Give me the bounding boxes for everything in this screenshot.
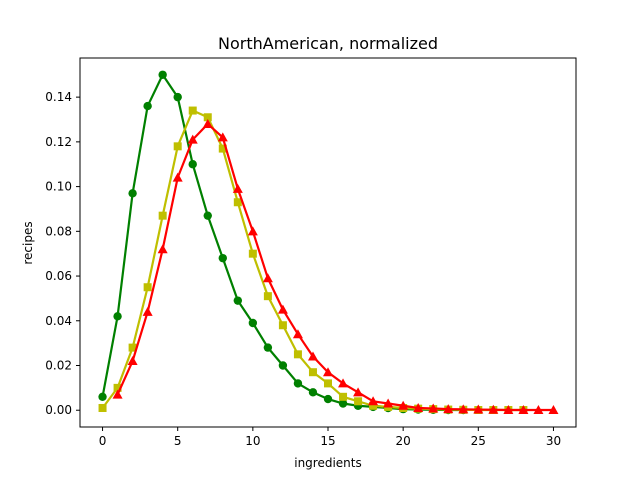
data-point (187, 134, 198, 144)
data-point (188, 160, 197, 169)
data-point (157, 244, 168, 254)
data-point (173, 142, 182, 151)
data-point (98, 392, 107, 402)
data-point (232, 183, 243, 193)
x-tick-label: 5 (174, 434, 182, 448)
y-tick-label: 0.04 (45, 314, 72, 328)
data-point (143, 283, 152, 292)
data-point (292, 329, 303, 339)
data-point (398, 400, 409, 410)
data-point (218, 144, 227, 153)
data-point (278, 321, 287, 330)
data-point (307, 351, 318, 361)
data-point (158, 70, 167, 79)
data-point (354, 397, 363, 406)
data-point (203, 113, 212, 122)
data-point (383, 398, 394, 408)
y-tick-label: 0.14 (45, 90, 72, 104)
data-point (263, 292, 272, 301)
data-point (113, 312, 122, 321)
data-point (218, 253, 227, 263)
data-point (277, 304, 288, 314)
data-point (293, 379, 303, 388)
y-axis-label: recipes (21, 221, 35, 264)
x-tick-label: 20 (396, 434, 411, 448)
y-tick-label: 0.08 (45, 224, 72, 238)
data-point (368, 396, 379, 406)
y-tick-label: 0.06 (45, 269, 72, 283)
data-point (473, 404, 484, 414)
data-point (202, 118, 213, 128)
data-point (188, 106, 197, 115)
data-point (172, 172, 183, 182)
data-point (338, 399, 348, 408)
data-point (323, 394, 333, 404)
x-tick-label: 25 (471, 434, 486, 448)
data-point (248, 249, 257, 258)
data-point (339, 392, 348, 401)
data-point (142, 306, 153, 316)
data-point (143, 101, 152, 111)
y-tick-label: 0.02 (45, 359, 72, 373)
y-tick-label: 0.10 (45, 180, 72, 194)
data-point (443, 404, 454, 414)
y-tick-label: 0.00 (45, 403, 72, 417)
data-point (308, 388, 318, 397)
data-point (293, 350, 302, 359)
data-point (233, 296, 243, 305)
y-axis: 0.00 0.02 0.04 0.06 0.08 0.10 0.12 0.14 (45, 90, 80, 417)
data-point (113, 383, 122, 392)
data-point (158, 211, 167, 220)
data-point (128, 189, 137, 198)
data-point (324, 379, 332, 388)
data-point (128, 343, 137, 352)
data-point (262, 273, 273, 283)
data-point (247, 226, 258, 236)
data-point (98, 403, 107, 412)
data-point (173, 92, 182, 102)
data-point (518, 405, 529, 415)
data-point (428, 403, 439, 413)
data-point (308, 368, 317, 377)
data-point (323, 367, 333, 377)
data-point (533, 405, 544, 415)
series-red-triangles (112, 118, 559, 415)
x-tick-label: 0 (99, 434, 107, 448)
x-tick-label: 10 (245, 434, 260, 448)
x-axis-label: ingredients (294, 456, 362, 470)
data-point (233, 198, 242, 207)
data-point (548, 405, 559, 415)
series-layer (98, 70, 559, 415)
data-point (263, 343, 273, 352)
data-point (353, 387, 364, 397)
data-point (127, 356, 138, 366)
data-point (369, 401, 378, 410)
chart-title: NorthAmerican, normalized (218, 34, 438, 53)
data-point (338, 378, 349, 388)
data-point (413, 402, 424, 412)
data-point (278, 361, 288, 370)
y-tick-label: 0.12 (45, 135, 72, 149)
x-axis: 0 5 10 15 20 25 30 (99, 427, 561, 448)
data-point (112, 389, 123, 399)
data-point (217, 132, 228, 142)
data-point (203, 211, 212, 220)
x-tick-label: 30 (546, 434, 561, 448)
data-point (458, 404, 469, 414)
data-point (248, 318, 258, 328)
data-point (488, 404, 499, 414)
data-point (503, 405, 514, 415)
x-tick-label: 15 (320, 434, 335, 448)
